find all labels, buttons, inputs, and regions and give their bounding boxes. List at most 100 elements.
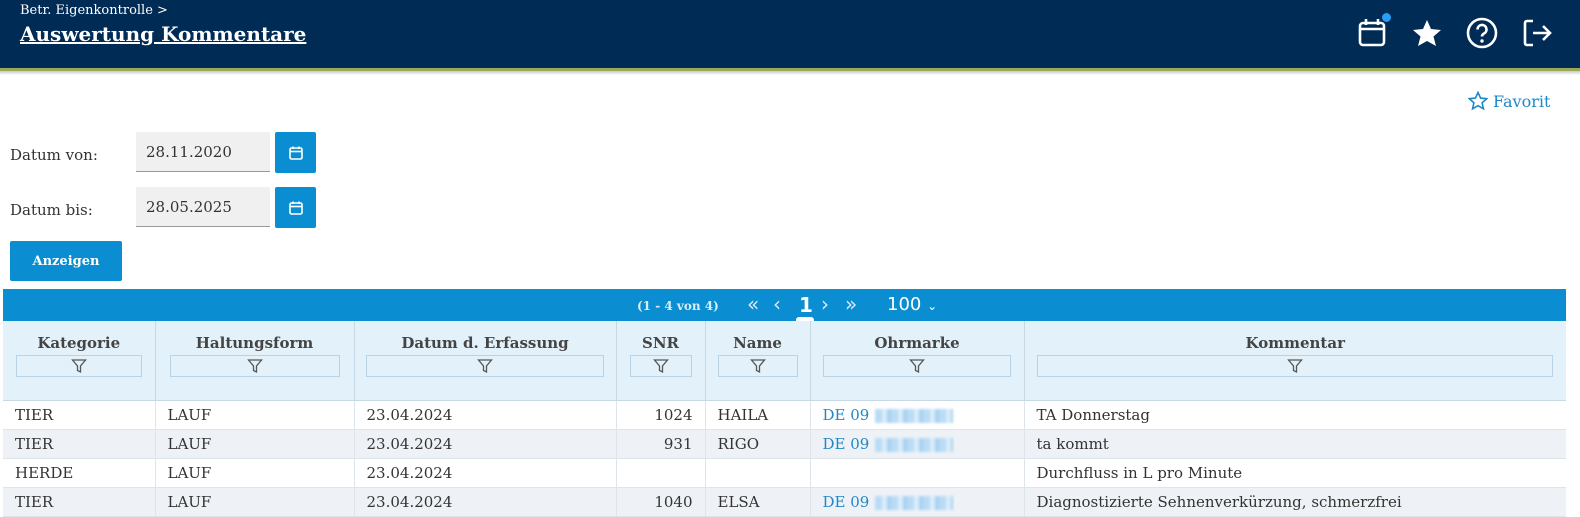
chevron-down-icon: ⌄ <box>927 299 938 313</box>
cell-snr: 931 <box>616 429 706 459</box>
filter-icon <box>70 359 87 374</box>
header-shadow <box>0 71 1580 75</box>
pagination-bar: (1 - 4 von 4) « ‹ 1 › » 100 ⌄ <box>3 289 1566 321</box>
cell-name <box>705 458 811 488</box>
cell-snr: 1024 <box>616 400 706 430</box>
date-from-calendar-button[interactable] <box>275 132 316 173</box>
cell-datum: 23.04.2024 <box>354 487 617 517</box>
column-header-kommentar[interactable]: Kommentar <box>1024 321 1566 401</box>
filter-button[interactable] <box>629 355 692 377</box>
cell-datum: 23.04.2024 <box>354 400 617 430</box>
cell-kategorie: TIER <box>3 429 156 459</box>
filter-icon <box>1287 359 1304 374</box>
cell-ohrmarke[interactable]: DE 09 <box>810 400 1025 430</box>
filter-icon <box>477 359 493 374</box>
redacted-value <box>875 438 954 452</box>
column-header-kategorie[interactable]: Kategorie <box>3 321 156 401</box>
cell-haltungsform: LAUF <box>155 400 355 430</box>
date-to-input[interactable] <box>136 187 270 227</box>
calendar-icon <box>288 201 303 215</box>
next-page-icon[interactable]: › <box>821 292 829 316</box>
table-row[interactable]: TIER LAUF 23.04.2024 1024 HAILA DE 09 TA… <box>3 400 1566 430</box>
cell-kommentar: Diagnostizierte Sehnenverkürzung, schmer… <box>1024 487 1566 517</box>
cell-snr <box>616 458 706 488</box>
filter-button[interactable] <box>15 355 142 377</box>
redacted-value <box>875 496 954 510</box>
calendar-icon[interactable] <box>1355 16 1389 50</box>
column-header-name[interactable]: Name <box>705 321 811 401</box>
record-count: (1 - 4 von 4) <box>637 299 719 313</box>
app-header: Betr. Eigenkontrolle > Auswertung Kommen… <box>0 0 1580 68</box>
logout-icon[interactable] <box>1520 16 1554 50</box>
table-row[interactable]: TIER LAUF 23.04.2024 1040 ELSA DE 09 Dia… <box>3 487 1566 517</box>
date-to-calendar-button[interactable] <box>275 187 316 228</box>
page-size-select[interactable]: 100 ⌄ <box>887 294 937 315</box>
cell-ohrmarke[interactable]: DE 09 <box>810 487 1025 517</box>
current-page[interactable]: 1 <box>799 293 813 317</box>
cell-haltungsform: LAUF <box>155 429 355 459</box>
filter-button[interactable] <box>169 355 340 377</box>
column-label: Datum d. Erfassung <box>401 334 569 352</box>
filter-icon <box>749 359 766 374</box>
prev-page-icon[interactable]: ‹ <box>773 292 781 316</box>
date-from-input[interactable] <box>136 132 270 172</box>
ear-tag-link[interactable]: DE 09 <box>822 406 870 424</box>
filter-button[interactable] <box>823 355 1011 377</box>
last-page-icon[interactable]: » <box>845 292 858 316</box>
header-accent-line <box>0 68 1580 71</box>
show-button[interactable]: Anzeigen <box>10 241 122 281</box>
column-header-ohrmarke[interactable]: Ohrmarke <box>810 321 1025 401</box>
filter-icon <box>909 359 925 374</box>
table-row[interactable]: TIER LAUF 23.04.2024 931 RIGO DE 09 ta k… <box>3 429 1566 459</box>
comments-table: Kategorie Haltungsform Datum d. Erfassun… <box>3 321 1566 517</box>
filter-icon <box>652 359 669 374</box>
favorite-label: Favorit <box>1493 91 1551 111</box>
ear-tag-link[interactable]: DE 09 <box>822 435 870 453</box>
cell-kategorie: TIER <box>3 400 156 430</box>
date-to-label: Datum bis: <box>10 201 93 219</box>
cell-kommentar: Durchfluss in L pro Minute <box>1024 458 1566 488</box>
cell-ohrmarke[interactable]: DE 09 <box>810 429 1025 459</box>
current-page-indicator <box>796 317 814 321</box>
filter-button[interactable] <box>1037 355 1554 377</box>
favorite-link[interactable]: Favorit <box>1468 91 1550 111</box>
cell-datum: 23.04.2024 <box>354 429 617 459</box>
filter-button[interactable] <box>717 355 798 377</box>
table-row[interactable]: HERDE LAUF 23.04.2024 Durchfluss in L pr… <box>3 458 1566 488</box>
cell-ohrmarke <box>810 458 1025 488</box>
cell-haltungsform: LAUF <box>155 487 355 517</box>
breadcrumb[interactable]: Betr. Eigenkontrolle > <box>20 3 168 18</box>
star-outline-icon <box>1468 91 1488 111</box>
filter-icon <box>246 359 263 374</box>
help-icon[interactable] <box>1465 16 1499 50</box>
column-label: Kommentar <box>1245 334 1345 352</box>
cell-kommentar: TA Donnerstag <box>1024 400 1566 430</box>
column-label: Kategorie <box>37 334 121 352</box>
cell-datum: 23.04.2024 <box>354 458 617 488</box>
star-icon[interactable] <box>1410 16 1444 50</box>
cell-kommentar: ta kommt <box>1024 429 1566 459</box>
column-header-haltungsform[interactable]: Haltungsform <box>155 321 355 401</box>
page-title[interactable]: Auswertung Kommentare <box>20 22 307 46</box>
cell-kategorie: HERDE <box>3 458 156 488</box>
cell-kategorie: TIER <box>3 487 156 517</box>
first-page-icon[interactable]: « <box>747 292 760 316</box>
column-label: Ohrmarke <box>874 334 960 352</box>
column-header-snr[interactable]: SNR <box>616 321 706 401</box>
cell-name: HAILA <box>705 400 811 430</box>
notification-dot <box>1382 13 1391 22</box>
column-label: Name <box>733 334 782 352</box>
filter-button[interactable] <box>366 355 604 377</box>
column-label: Haltungsform <box>195 334 314 352</box>
ear-tag-link[interactable]: DE 09 <box>822 493 870 511</box>
calendar-icon <box>288 146 303 160</box>
page-size-value: 100 <box>887 294 922 315</box>
cell-snr: 1040 <box>616 487 706 517</box>
column-header-datum[interactable]: Datum d. Erfassung <box>354 321 617 401</box>
column-label: SNR <box>641 334 679 352</box>
cell-name: RIGO <box>705 429 811 459</box>
date-from-label: Datum von: <box>10 146 98 164</box>
redacted-value <box>875 409 954 423</box>
cell-name: ELSA <box>705 487 811 517</box>
cell-haltungsform: LAUF <box>155 458 355 488</box>
